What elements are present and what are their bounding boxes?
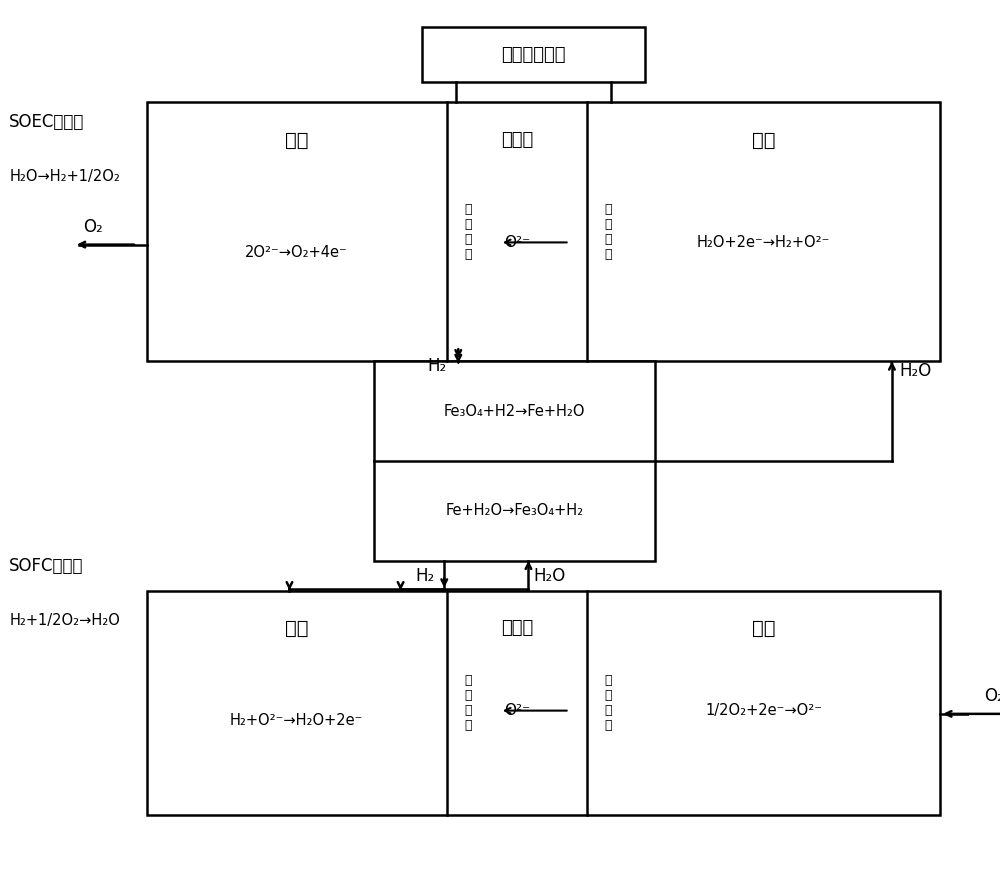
Text: H₂O→H₂+1/2O₂: H₂O→H₂+1/2O₂: [9, 169, 120, 185]
Text: H₂: H₂: [427, 357, 447, 375]
Text: 风能、太阳能: 风能、太阳能: [502, 45, 566, 64]
Text: O²⁻: O²⁻: [504, 703, 530, 718]
Bar: [147, 102, 940, 361]
Text: O₂: O₂: [83, 218, 103, 236]
Text: SOEC系统：: SOEC系统：: [9, 113, 85, 131]
Text: 还
原
反
应: 还 原 反 应: [604, 673, 612, 732]
Text: H₂+O²⁻→H₂O+2e⁻: H₂+O²⁻→H₂O+2e⁻: [230, 713, 363, 728]
Text: 氧
化
反
应: 氧 化 反 应: [464, 203, 472, 260]
Text: H₂O+2e⁻→H₂+O²⁻: H₂O+2e⁻→H₂+O²⁻: [697, 235, 830, 250]
Text: 电解质: 电解质: [501, 619, 533, 638]
Text: 还
原
反
应: 还 原 反 应: [604, 203, 612, 260]
Bar: [374, 361, 655, 561]
Text: 阳极: 阳极: [285, 131, 308, 150]
Text: SOFC系统：: SOFC系统：: [9, 557, 84, 575]
Text: Fe+H₂O→Fe₃O₄+H₂: Fe+H₂O→Fe₃O₄+H₂: [445, 503, 583, 518]
Text: 阳极: 阳极: [285, 619, 308, 638]
Text: O₂: O₂: [984, 687, 1000, 705]
Text: 阴极: 阴极: [752, 131, 775, 150]
Bar: [422, 27, 645, 82]
Text: Fe₃O₄+H2→Fe+H₂O: Fe₃O₄+H2→Fe+H₂O: [444, 403, 585, 419]
Text: O²⁻: O²⁻: [504, 235, 530, 250]
Text: 氧
化
反
应: 氧 化 反 应: [464, 673, 472, 732]
Text: 2O²⁻→O₂+4e⁻: 2O²⁻→O₂+4e⁻: [245, 245, 348, 260]
Text: 电解质: 电解质: [501, 131, 533, 149]
Text: H₂: H₂: [415, 566, 435, 584]
Text: 1/2O₂+2e⁻→O²⁻: 1/2O₂+2e⁻→O²⁻: [705, 703, 822, 718]
Text: H₂O: H₂O: [533, 566, 566, 584]
Bar: [147, 591, 940, 814]
Text: H₂+1/2O₂→H₂O: H₂+1/2O₂→H₂O: [9, 613, 120, 628]
Text: H₂O: H₂O: [900, 362, 932, 381]
Text: 阴极: 阴极: [752, 619, 775, 638]
